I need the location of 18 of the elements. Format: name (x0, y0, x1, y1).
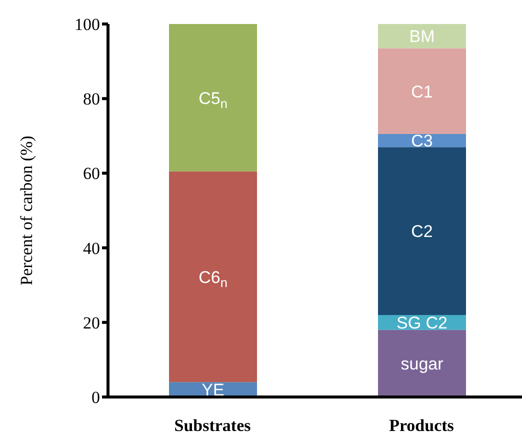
y-tick-label: 20 (83, 313, 100, 332)
y-tick-label: 100 (74, 15, 100, 34)
series-label: C3 (411, 132, 433, 151)
series-label: C6$_{n}$ (198, 268, 228, 290)
x-tick-label: Substrates (174, 416, 252, 436)
series-label: C5$_{n}$ (198, 88, 228, 111)
y-axis-title: Percent of carbon (%) (17, 136, 36, 286)
y-tick-label: 80 (83, 90, 100, 109)
series-label: BM (409, 27, 435, 46)
y-tick-label: 60 (83, 164, 100, 184)
x-tick-label: Products (389, 416, 454, 436)
series-label: YE (202, 380, 224, 400)
series-label: sugar (400, 354, 444, 374)
y-tick-label: 0 (92, 388, 100, 408)
y-tick-label: 40 (83, 238, 100, 258)
series-label: C1 (411, 82, 433, 102)
series-label: C2 (411, 222, 433, 242)
series-label: SG C2 (396, 314, 448, 333)
